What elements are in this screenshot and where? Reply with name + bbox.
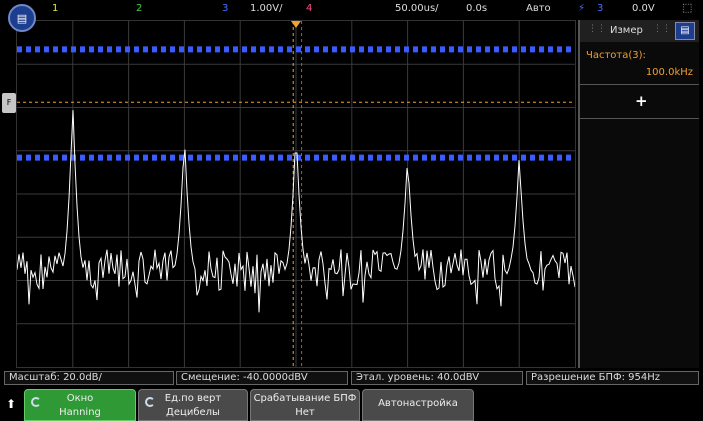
panel-divider (580, 84, 699, 85)
back-arrow-icon[interactable]: ⬆ (5, 397, 17, 411)
knob-icon (145, 397, 155, 407)
measurement-value: 100.0kHz (645, 67, 693, 78)
ground-marker[interactable]: F (2, 93, 16, 113)
channel-2-label[interactable]: 2 (136, 3, 143, 14)
panel-divider (580, 118, 699, 119)
channel-4-label[interactable]: 4 (306, 3, 313, 14)
channel-3-scale: 1.00V/ (250, 3, 283, 14)
fft-spectrum-trace (17, 110, 575, 313)
fft-trigger-softkey[interactable]: Срабатывание БПФ Нет (250, 389, 360, 421)
measurement-label: Частота(3): (586, 50, 646, 61)
trigger-position-marker (291, 21, 301, 28)
waveform-display[interactable] (16, 20, 576, 368)
autoscale-label: Автонастройка (378, 398, 458, 409)
channel-1-label[interactable]: 1 (52, 3, 59, 14)
trigger-icon: ⚡ (578, 3, 586, 14)
panel-title: Измер (610, 25, 643, 36)
home-icon: ▤ (16, 11, 28, 25)
reference-level-info[interactable]: Этал. уровень: 40.0dBV (351, 371, 523, 385)
menu-icon[interactable]: ▤ (675, 22, 695, 40)
knob-icon (31, 397, 41, 407)
status-bar: 1 2 3 1.00V/ 4 50.00us/ 0.0s Авто ⚡ 3 0.… (0, 0, 703, 18)
fft-trigger-value: Нет (295, 407, 315, 418)
panel-header: ⋮⋮ Измер ⋮⋮ ▤ (580, 20, 699, 42)
grip-icon: ⋮⋮ (653, 24, 671, 34)
vertical-units-softkey[interactable]: Ед.по верт Децибелы (138, 389, 248, 421)
measurement-panel: ⋮⋮ Измер ⋮⋮ ▤ Частота(3): 100.0kHz + (578, 20, 699, 368)
fft-trigger-label: Срабатывание БПФ (253, 393, 357, 404)
selection-icon[interactable]: ⬚ (682, 1, 693, 14)
add-measurement-button[interactable]: + (635, 92, 648, 110)
window-softkey[interactable]: Окно Hanning (24, 389, 136, 421)
channel-3-label[interactable]: 3 (222, 3, 229, 14)
timebase-value[interactable]: 50.00us/ (395, 3, 439, 14)
delay-value[interactable]: 0.0s (466, 3, 488, 14)
grip-icon: ⋮⋮ (588, 24, 606, 34)
fft-resolution-info: Разрешение БПФ: 954Hz (526, 371, 699, 385)
trigger-level[interactable]: 0.0V (632, 3, 655, 14)
waveform-svg (17, 21, 575, 367)
vertical-units-value: Децибелы (166, 407, 220, 418)
window-softkey-label: Окно (66, 393, 94, 404)
trigger-source[interactable]: 3 (597, 3, 604, 14)
autoscale-softkey[interactable]: Автонастройка (362, 389, 474, 421)
home-button[interactable]: ▤ (8, 4, 36, 32)
offset-info[interactable]: Смещение: -40.0000dBV (176, 371, 348, 385)
scale-info[interactable]: Масштаб: 20.0dB/ (4, 371, 174, 385)
vertical-units-label: Ед.по верт (164, 393, 222, 404)
acquisition-mode[interactable]: Авто (526, 3, 551, 14)
softkey-bar: ⬆ Окно Hanning Ед.по верт Децибелы Сраба… (0, 387, 703, 421)
window-softkey-value: Hanning (59, 407, 101, 418)
